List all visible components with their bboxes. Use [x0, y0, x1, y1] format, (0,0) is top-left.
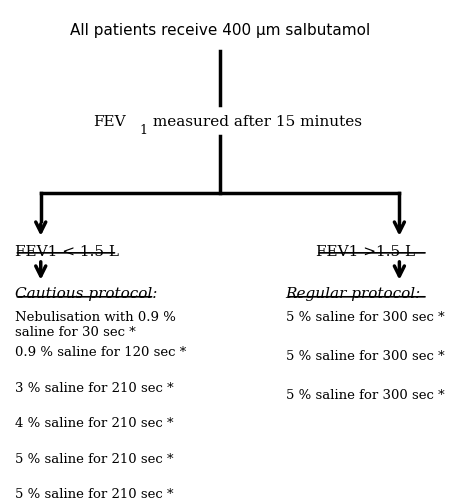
Text: 3 % saline for 210 sec *: 3 % saline for 210 sec *: [15, 382, 173, 395]
Text: 5 % saline for 300 sec *: 5 % saline for 300 sec *: [286, 388, 444, 402]
Text: FEV1 < 1.5 L: FEV1 < 1.5 L: [15, 245, 119, 259]
Text: 0.9 % saline for 120 sec *: 0.9 % saline for 120 sec *: [15, 346, 186, 360]
Text: Nebulisation with 0.9 %
saline for 30 sec *: Nebulisation with 0.9 % saline for 30 se…: [15, 311, 175, 339]
Text: 5 % saline for 210 sec *: 5 % saline for 210 sec *: [15, 453, 173, 466]
Text: 5 % saline for 300 sec *: 5 % saline for 300 sec *: [286, 311, 444, 324]
Text: 5 % saline for 300 sec *: 5 % saline for 300 sec *: [286, 350, 444, 362]
Text: 5 % saline for 210 sec *: 5 % saline for 210 sec *: [15, 488, 173, 500]
Text: All patients receive 400 μm salbutamol: All patients receive 400 μm salbutamol: [70, 22, 370, 38]
Text: measured after 15 minutes: measured after 15 minutes: [148, 115, 362, 129]
Text: 1: 1: [139, 124, 147, 137]
Text: Regular protocol:: Regular protocol:: [286, 288, 421, 302]
Text: FEV: FEV: [93, 115, 126, 129]
Text: FEV1 >1.5 L: FEV1 >1.5 L: [317, 245, 415, 259]
Text: 4 % saline for 210 sec *: 4 % saline for 210 sec *: [15, 418, 173, 430]
Text: Cautious protocol:: Cautious protocol:: [15, 288, 157, 302]
